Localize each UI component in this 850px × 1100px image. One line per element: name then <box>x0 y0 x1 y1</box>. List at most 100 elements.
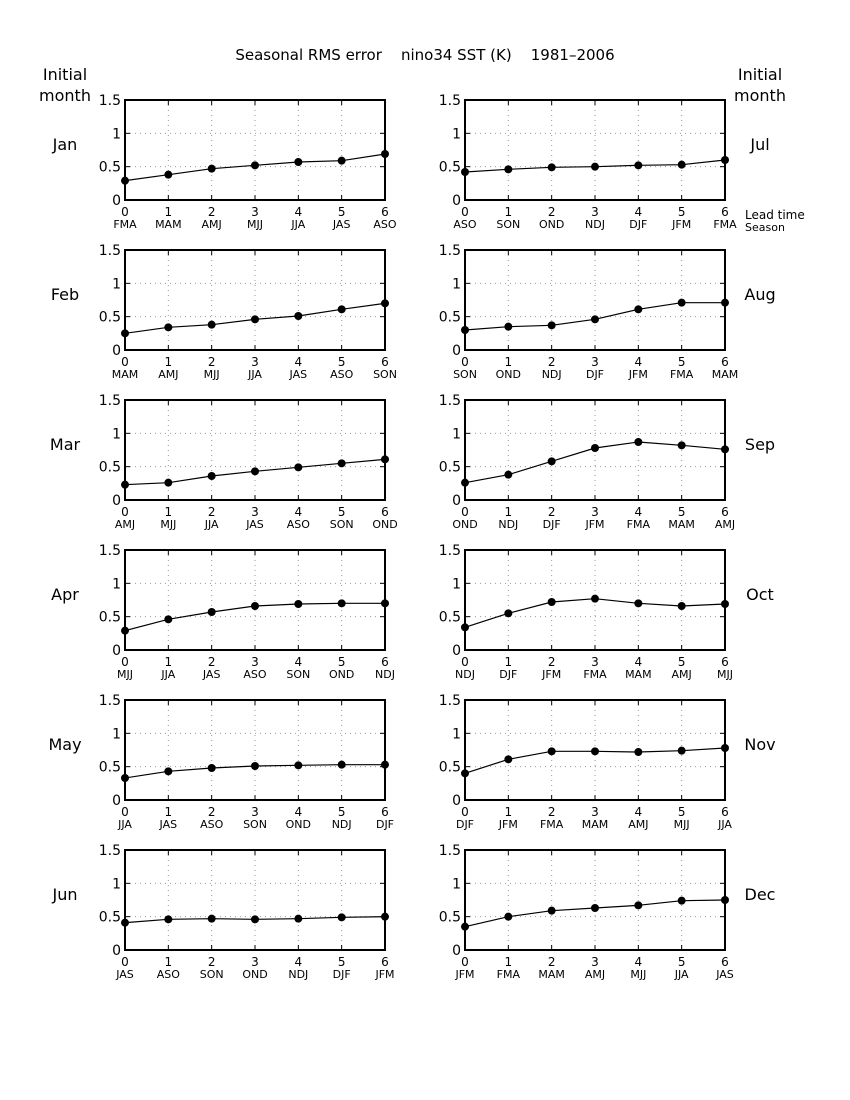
data-point <box>721 744 729 752</box>
x-tick-label: 1 <box>505 505 513 519</box>
data-point <box>381 760 389 769</box>
data-point <box>721 156 729 164</box>
y-tick-label: 0 <box>452 793 461 809</box>
season-tick-label: NDJ <box>498 518 518 531</box>
season-tick-label: AMJ <box>585 968 605 981</box>
season-tick-label: MJJ <box>247 218 263 231</box>
season-tick-label: JAS <box>289 368 308 381</box>
y-tick-label: 1 <box>112 726 121 742</box>
season-tick-label: JJA <box>117 818 132 831</box>
x-tick-label: 6 <box>381 205 389 219</box>
chart-title: Seasonal RMS error nino34 SST (K) 1981–2… <box>235 46 614 64</box>
x-tick-label: 6 <box>721 655 729 669</box>
data-point <box>381 150 389 158</box>
x-tick-label: 4 <box>635 205 643 219</box>
season-tick-label: JAS <box>202 668 221 681</box>
data-point <box>207 320 216 329</box>
season-tick-label: MAM <box>625 668 652 681</box>
data-point <box>504 755 513 764</box>
data-point <box>634 305 643 314</box>
season-tick-label: JAS <box>159 818 178 831</box>
season-tick-label: AMJ <box>715 518 735 531</box>
y-tick-label: 0 <box>112 643 121 659</box>
data-point <box>461 326 469 334</box>
x-tick-label: 0 <box>121 805 129 819</box>
x-tick-label: 0 <box>461 955 469 969</box>
x-tick-label: 5 <box>678 505 686 519</box>
data-point <box>164 323 173 332</box>
season-tick-label: OND <box>372 518 397 531</box>
data-point <box>294 312 303 320</box>
initial-month-label: Apr <box>51 585 79 604</box>
y-tick-label: 1 <box>452 426 461 442</box>
data-point <box>504 322 513 331</box>
y-tick-label: 0 <box>112 793 121 809</box>
x-tick-label: 4 <box>635 655 643 669</box>
initial-month-label: Jul <box>749 135 769 154</box>
y-tick-label: 0.5 <box>99 610 121 626</box>
y-tick-label: 1 <box>452 876 461 892</box>
season-tick-label: AMJ <box>115 518 135 531</box>
x-tick-label: 5 <box>678 205 686 219</box>
x-tick-label: 0 <box>461 805 469 819</box>
data-point <box>461 922 469 931</box>
season-tick-label: AMJ <box>158 368 178 381</box>
data-point <box>504 609 513 618</box>
season-tick-label: ASO <box>453 218 477 231</box>
x-tick-label: 3 <box>591 955 599 969</box>
data-point <box>634 748 643 756</box>
season-tick-label: OND <box>329 668 354 681</box>
y-tick-label: 0.5 <box>439 610 461 626</box>
initial-month-label: Feb <box>51 285 79 304</box>
x-tick-label: 2 <box>548 955 556 969</box>
y-tick-label: 0.5 <box>99 460 121 476</box>
season-tick-label: MAM <box>155 218 182 231</box>
data-point <box>677 896 686 905</box>
x-tick-label: 6 <box>381 505 389 519</box>
x-tick-label: 4 <box>635 805 643 819</box>
season-tick-label: MJJ <box>160 518 176 531</box>
data-point <box>591 162 599 171</box>
right-header-line1: Initial <box>738 65 782 84</box>
season-tick-label: SON <box>200 968 224 981</box>
x-tick-label: 1 <box>165 805 173 819</box>
y-tick-label: 0 <box>112 493 121 509</box>
data-point <box>677 160 686 169</box>
data-point <box>381 599 389 608</box>
y-tick-label: 1 <box>452 726 461 742</box>
data-point <box>381 299 389 308</box>
data-point <box>721 600 729 608</box>
season-label: Season <box>745 221 785 234</box>
x-tick-label: 4 <box>295 505 303 519</box>
initial-month-label: Mar <box>50 435 81 454</box>
season-tick-label: MJJ <box>630 968 646 981</box>
x-tick-label: 6 <box>381 955 389 969</box>
x-tick-label: 2 <box>548 655 556 669</box>
data-point <box>591 444 599 452</box>
data-point <box>251 762 259 770</box>
data-point <box>337 913 346 922</box>
season-tick-label: JFM <box>454 968 474 981</box>
data-point <box>164 170 173 179</box>
x-tick-label: 2 <box>208 505 216 519</box>
data-point <box>504 912 513 921</box>
data-point <box>381 455 389 464</box>
season-tick-label: SON <box>243 818 267 831</box>
data-point <box>634 599 643 608</box>
y-tick-label: 0.5 <box>439 310 461 326</box>
data-point <box>164 767 173 776</box>
data-point <box>294 463 303 472</box>
season-tick-label: MJJ <box>204 368 220 381</box>
data-point <box>294 761 303 770</box>
data-point <box>461 623 469 632</box>
data-point <box>207 472 216 480</box>
data-point <box>547 747 556 756</box>
y-tick-label: 0 <box>452 493 461 509</box>
season-tick-label: DJF <box>586 368 604 381</box>
